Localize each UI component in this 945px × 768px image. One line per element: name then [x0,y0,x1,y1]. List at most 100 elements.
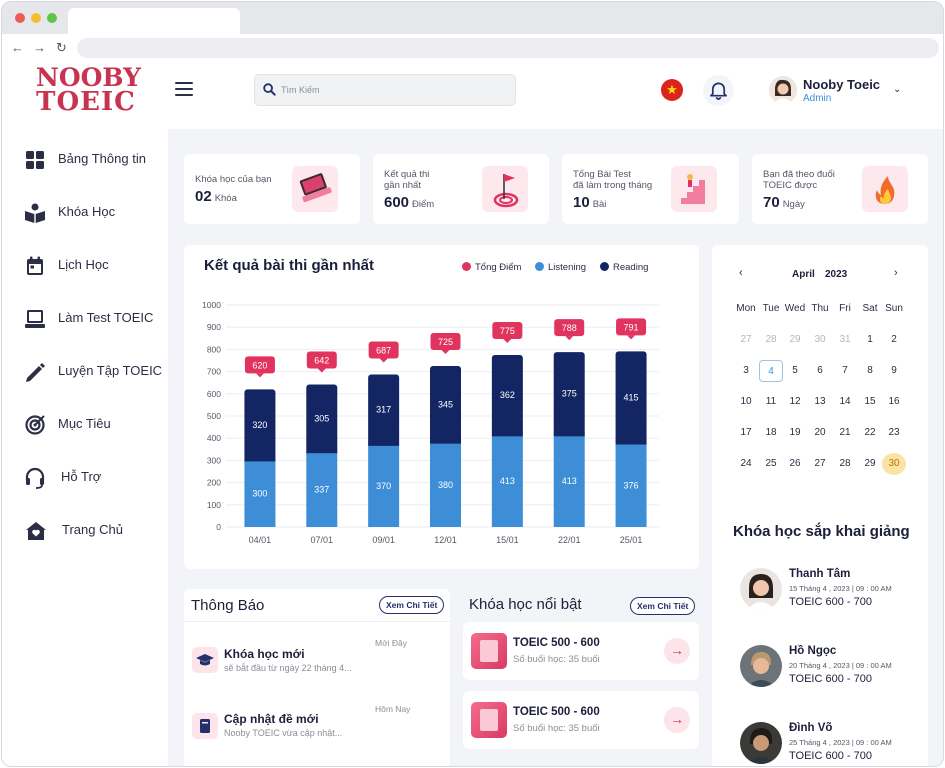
sidebar-item-courses[interactable]: Khóa Học [24,200,164,226]
avatar [740,645,782,687]
reload-icon[interactable]: ↻ [56,40,67,55]
calendar-day[interactable]: 22 [864,427,876,438]
data-label-reading: 320 [252,420,267,430]
browser-tab[interactable] [68,8,240,34]
calendar-day[interactable]: 27 [814,458,826,469]
bell-button[interactable] [703,75,734,106]
upcoming-course-item[interactable]: Đình Võ 25 Tháng 4 , 2023 | 09 : 00 AM T… [738,722,928,766]
notification-item[interactable]: Khóa học mới sẽ bắt đầu từ ngày 22 tháng… [184,635,450,685]
target-flag-icon [482,166,528,212]
notifications-card: Thông Báo Xem Chi Tiết Khóa học mới sẽ b… [184,589,450,766]
avatar [740,568,782,610]
sidebar-item-label: Hỗ Trợ [61,469,102,484]
sidebar-item-practice[interactable]: Luyện Tập TOEIC [24,359,164,385]
bar-reading-joint [615,440,647,445]
calendar-day[interactable]: 19 [789,427,801,438]
calendar-month[interactable]: April [792,269,815,280]
total-score-pointer [255,373,264,378]
avatar[interactable] [769,76,797,104]
featured-course-card[interactable]: TOEIC 500 - 600 Số buổi học: 35 buổi → [463,691,699,749]
calendar-day[interactable]: 7 [842,365,848,376]
calendar-day[interactable]: 4 [759,360,783,382]
calendar-year[interactable]: 2023 [825,269,848,280]
sidebar-item-support[interactable]: Hỗ Trợ [24,465,164,491]
calendar-day[interactable]: 9 [891,365,897,376]
calendar-day[interactable]: 2 [891,334,897,345]
notifications-detail-button[interactable]: Xem Chi Tiết [379,596,445,614]
hamburger-icon[interactable] [175,82,193,96]
notification-title: Cập nhật đề mới [224,712,319,726]
vietnam-flag-icon[interactable]: ★ [661,79,683,101]
bar-reading-joint [368,441,400,446]
calendar-day[interactable]: 5 [792,365,798,376]
calendar-day[interactable]: 28 [765,334,777,345]
calendar-day[interactable]: 3 [743,365,749,376]
legend-reading[interactable]: Reading [600,262,648,273]
featured-detail-button[interactable]: Xem Chi Tiết [630,597,696,615]
minimize-window-dot[interactable] [31,13,41,23]
stat-value: 02 Khóa [195,188,237,205]
legend-total[interactable]: Tổng Điểm [462,262,521,273]
calendar-day[interactable]: 30 [882,453,906,475]
calendar-day[interactable]: 29 [864,458,876,469]
calendar-day[interactable]: 13 [814,396,826,407]
upcoming-course-item[interactable]: Hồ Ngọc 20 Tháng 4 , 2023 | 09 : 00 AM T… [738,645,928,705]
user-name[interactable]: Nooby Toeic [803,77,881,92]
calendar-day[interactable]: 14 [839,396,851,407]
maximize-window-dot[interactable] [47,13,57,23]
calendar-day[interactable]: 8 [867,365,873,376]
calendar-day[interactable]: 1 [867,334,873,345]
calendar-day[interactable]: 11 [765,396,777,407]
forward-arrow-icon[interactable]: → [33,40,46,55]
calendar-day[interactable]: 25 [765,458,777,469]
notification-item[interactable]: Cập nhật đề mới Nooby TOEIC vừa cập nhật… [184,701,450,751]
total-score-badge [306,351,337,369]
calendar-day[interactable]: 23 [888,427,900,438]
calendar-day[interactable]: 28 [839,458,851,469]
stat-card-streak[interactable]: Bạn đã theo đuổi TOEIC được 70 Ngày [752,154,928,224]
next-month-icon[interactable]: › [894,267,898,279]
calendar-day[interactable]: 12 [789,396,801,407]
close-window-dot[interactable] [15,13,25,23]
calendar-day[interactable]: 27 [740,334,752,345]
calendar-day[interactable]: 24 [740,458,752,469]
sidebar-item-home[interactable]: Trang Chủ [24,518,164,544]
legend-listening[interactable]: Listening [535,262,586,273]
sidebar-item-test[interactable]: Làm Test TOEIC [24,306,164,332]
arrow-right-icon[interactable]: → [664,707,690,733]
calendar-day[interactable]: 15 [864,396,876,407]
brand-logo[interactable]: NOOBY TOEIC [36,65,141,115]
sidebar-item-label: Làm Test TOEIC [58,310,154,325]
calendar-day[interactable]: 16 [888,396,900,407]
calendar-day[interactable]: 17 [740,427,752,438]
calendar-day[interactable]: 21 [839,427,851,438]
featured-course-card[interactable]: TOEIC 500 - 600 Số buổi học: 35 buổi → [463,622,699,680]
arrow-right-icon[interactable]: → [664,638,690,664]
stat-card-last-result[interactable]: Kết quả thi gần nhất 600 Điểm [373,154,549,224]
calendar-weekday: Wed [784,303,806,314]
total-score-pointer [379,358,388,363]
total-score-badge [616,318,647,336]
stat-card-courses[interactable]: Khóa học của bạn 02 Khóa [184,154,360,224]
stat-card-tests[interactable]: Tổng Bài Test đã làm trong tháng 10 Bài [562,154,739,224]
back-arrow-icon[interactable]: ← [11,40,24,55]
browser-navbar: ← → ↻ [2,34,943,62]
address-bar[interactable] [77,38,939,58]
calendar-day[interactable]: 10 [740,396,752,407]
calendar-day[interactable]: 18 [765,427,777,438]
sidebar-item-goals[interactable]: Mục Tiêu [24,412,164,438]
stat-value: 10 Bài [573,194,607,211]
search-box[interactable]: Tìm Kiếm [254,74,516,106]
calendar-day[interactable]: 20 [814,427,826,438]
calendar-day[interactable]: 29 [789,334,801,345]
calendar-day[interactable]: 6 [817,365,823,376]
calendar-day[interactable]: 26 [789,458,801,469]
chevron-down-icon[interactable]: ⌄ [893,84,902,95]
upcoming-course-item[interactable]: Thanh Tâm 15 Tháng 4 , 2023 | 09 : 00 AM… [738,568,928,628]
calendar-day[interactable]: 31 [839,334,851,345]
sidebar-item-schedule[interactable]: Lịch Học [24,253,164,279]
prev-month-icon[interactable]: ‹ [739,267,743,279]
calendar-day[interactable]: 30 [814,334,826,345]
search-input[interactable]: Tìm Kiếm [281,85,320,95]
sidebar-item-dashboard[interactable]: Bảng Thông tin [24,147,164,173]
